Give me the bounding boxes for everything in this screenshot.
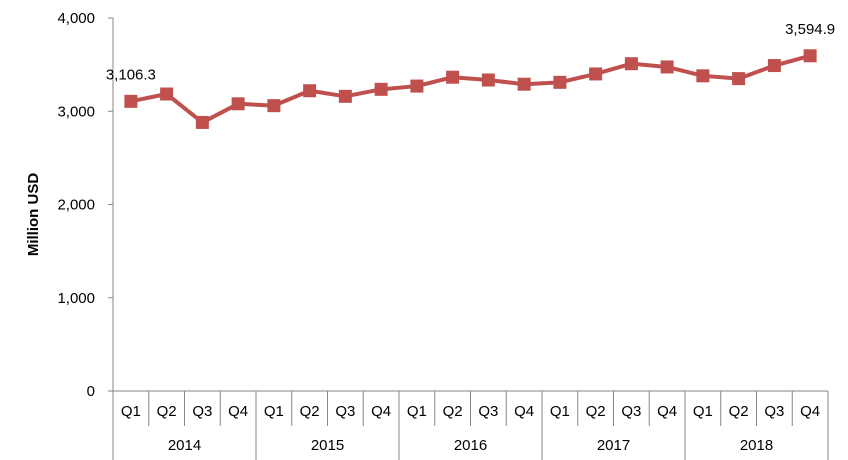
y-tick-label: 0 [87,383,95,400]
x-tick-label: Q1 [407,403,427,420]
x-tick-label: Q2 [586,403,606,420]
y-tick-label: 3,000 [57,103,95,120]
data-point [767,59,781,73]
data-point [160,87,174,101]
y-tick-label: 4,000 [57,10,95,27]
data-label: 3,594.9 [785,21,835,38]
x-axis-categories: Q1 Q2 Q3 Q4 Q1 Q2 Q3 Q4 Q1 Q2 Q3 Q4 Q1 Q2 Q3 Q4 Q1 Q2 Q3 Q4… [112,391,829,460]
x-tick-label: Q3 [764,403,784,420]
data-point [660,60,674,74]
x-tick-label: Q1 [550,403,570,420]
x-tick-label: Q3 [192,403,212,420]
data-labels: 3,106.3 3,594.9 [106,21,835,84]
data-point [732,72,746,86]
data-point [374,82,388,96]
data-point [446,70,460,84]
data-point [231,97,245,111]
data-label: 3,106.3 [106,66,156,83]
y-axis-title: Million USD [25,173,42,256]
x-group-label: 2016 [454,437,487,454]
x-group-label: 2018 [740,437,773,454]
x-tick-label: Q4 [228,403,248,420]
x-tick-label: Q3 [335,403,355,420]
x-tick-label: Q4 [657,403,677,420]
data-point [624,57,638,71]
x-group-label: 2015 [311,437,344,454]
y-axis-ticks: 0 1,000 2,000 3,000 4,000 [57,10,113,400]
data-point [589,67,603,81]
data-point [195,115,209,129]
data-point [553,75,567,89]
x-tick-label: Q4 [514,403,534,420]
y-tick-label: 2,000 [57,197,95,214]
data-point [481,73,495,87]
axes [112,18,828,392]
x-tick-label: Q3 [478,403,498,420]
x-tick-label: Q1 [693,403,713,420]
x-tick-label: Q4 [800,403,820,420]
x-tick-label: Q2 [443,403,463,420]
data-point [338,89,352,103]
x-group-label: 2017 [597,437,630,454]
x-group-label: 2014 [168,437,201,454]
data-point [803,49,817,63]
series-layer [124,49,817,129]
x-tick-label: Q2 [300,403,320,420]
data-point [410,79,424,93]
data-point [696,69,710,83]
y-tick-label: 1,000 [57,290,95,307]
x-tick-label: Q2 [729,403,749,420]
data-point [124,94,138,108]
x-tick-label: Q2 [157,403,177,420]
x-tick-label: Q1 [121,403,141,420]
data-point [267,99,281,113]
x-tick-label: Q1 [264,403,284,420]
series-line [130,53,811,125]
x-tick-label: Q4 [371,403,391,420]
x-tick-label: Q3 [621,403,641,420]
data-point [303,84,317,98]
data-point [517,77,531,91]
